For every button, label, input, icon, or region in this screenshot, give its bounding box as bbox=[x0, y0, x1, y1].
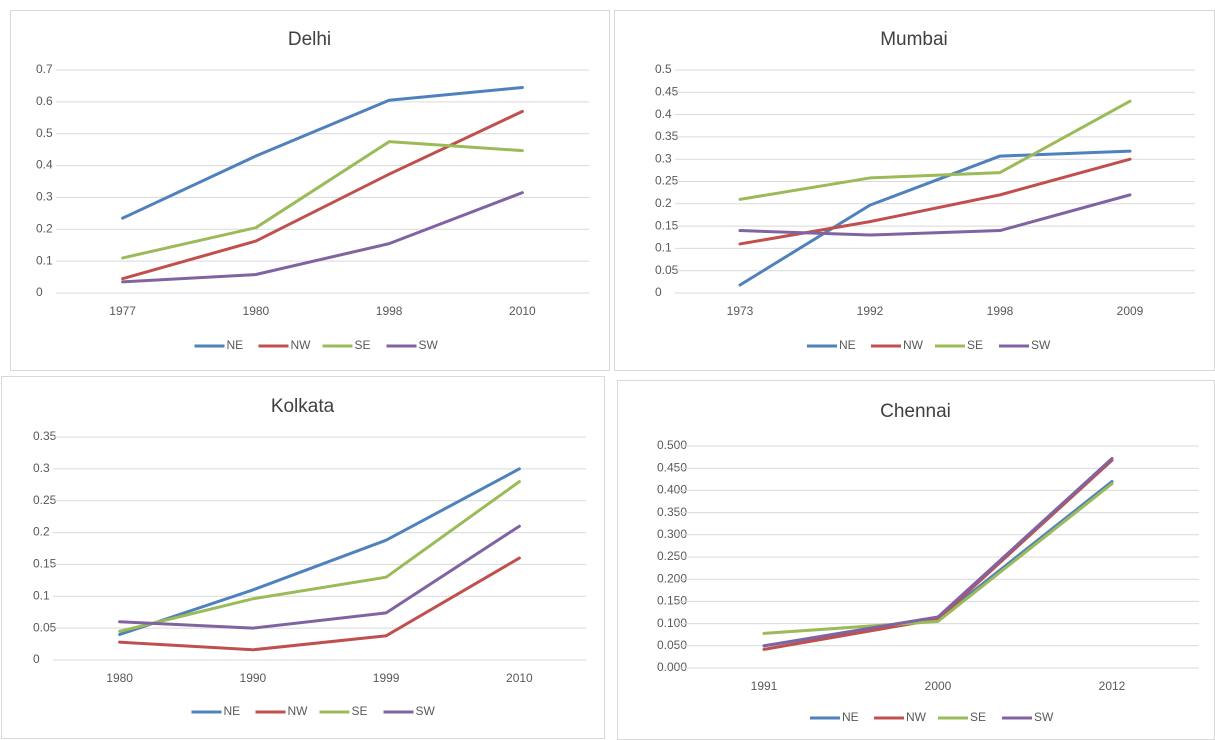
y-tick-label: 0.5 bbox=[36, 126, 53, 140]
series-line bbox=[738, 193, 1132, 237]
y-tick-label: 0.300 bbox=[657, 527, 687, 541]
x-tick-label: 2010 bbox=[506, 671, 533, 685]
x-tick-label: 2000 bbox=[925, 679, 952, 693]
legend-label: SE bbox=[970, 710, 986, 724]
series-line bbox=[121, 86, 524, 220]
y-tick-label: 0.2 bbox=[655, 196, 672, 210]
x-tick-label: 1977 bbox=[109, 304, 136, 318]
chart-panel: Kolkata 0 0.05 0.1 0.15 0.2 0.25 0.3 0.35 1980 199… bbox=[1, 376, 605, 739]
y-tick-label: 0.5 bbox=[655, 62, 672, 76]
legend-label: SE bbox=[352, 704, 368, 718]
chart-panel: Chennai 0.000 0.050 0.100 0.150 0.200 0.250 0.3… bbox=[617, 380, 1215, 740]
y-tick-label: 0.2 bbox=[33, 525, 50, 539]
chart-title: Chennai bbox=[880, 401, 951, 422]
y-tick-label: 0.15 bbox=[33, 557, 57, 571]
y-tick-label: 0.6 bbox=[36, 94, 53, 108]
y-tick-label: 0.7 bbox=[36, 62, 53, 76]
x-tick-label: 1980 bbox=[106, 671, 133, 685]
y-tick-label: 0.250 bbox=[657, 549, 687, 563]
x-tick-label: 2009 bbox=[1117, 304, 1144, 318]
legend-label: NW bbox=[291, 338, 312, 352]
y-tick-label: 0 bbox=[33, 652, 40, 666]
x-tick-label: 1999 bbox=[373, 671, 400, 685]
y-tick-label: 0.100 bbox=[657, 616, 687, 630]
legend-label: SW bbox=[1034, 710, 1054, 724]
legend-label: NW bbox=[288, 704, 309, 718]
legend-label: NE bbox=[842, 710, 859, 724]
y-tick-label: 0.05 bbox=[33, 620, 57, 634]
series-line bbox=[121, 140, 524, 260]
y-tick-label: 0.25 bbox=[655, 174, 679, 188]
legend-label: SW bbox=[419, 338, 439, 352]
x-tick-label: 1990 bbox=[240, 671, 267, 685]
series-line bbox=[118, 480, 521, 633]
y-tick-label: 0.150 bbox=[657, 594, 687, 608]
series-line bbox=[762, 456, 1114, 648]
legend-label: SE bbox=[967, 338, 983, 352]
legend-label: NE bbox=[227, 338, 244, 352]
chart-title: Mumbai bbox=[880, 29, 948, 50]
y-tick-label: 0.35 bbox=[33, 429, 57, 443]
y-tick-label: 0.2 bbox=[36, 221, 53, 235]
series-line bbox=[121, 191, 524, 284]
legend-label: NW bbox=[906, 710, 927, 724]
x-tick-label: 2010 bbox=[509, 304, 536, 318]
y-tick-label: 0.4 bbox=[655, 107, 672, 121]
y-tick-label: 0.500 bbox=[657, 438, 687, 452]
y-tick-label: 0 bbox=[655, 285, 662, 299]
y-tick-label: 0.45 bbox=[655, 84, 679, 98]
y-tick-label: 0.1 bbox=[36, 253, 53, 267]
y-tick-label: 0.15 bbox=[655, 218, 679, 232]
y-tick-label: 0.05 bbox=[655, 263, 679, 277]
y-tick-label: 0.35 bbox=[655, 129, 679, 143]
series-line bbox=[118, 524, 521, 630]
y-tick-label: 0.000 bbox=[657, 660, 687, 674]
y-tick-label: 0.25 bbox=[33, 493, 57, 507]
legend-label: SW bbox=[1031, 338, 1051, 352]
y-tick-label: 0.050 bbox=[657, 638, 687, 652]
series-line bbox=[738, 99, 1132, 201]
chart-title: Kolkata bbox=[271, 396, 335, 417]
y-tick-label: 0.450 bbox=[657, 460, 687, 474]
chart-panel: Mumbai 0 0.05 0.1 0.15 0.2 0.25 0.3 0.35 0.4 0.45 0… bbox=[614, 10, 1215, 371]
x-tick-label: 1991 bbox=[751, 679, 778, 693]
x-tick-label: 1973 bbox=[727, 304, 754, 318]
y-tick-label: 0.4 bbox=[36, 158, 53, 172]
legend-label: NE bbox=[839, 338, 856, 352]
y-tick-label: 0 bbox=[36, 285, 43, 299]
legend-label: SW bbox=[416, 704, 436, 718]
panel-frame bbox=[617, 380, 1215, 740]
y-tick-label: 0.3 bbox=[655, 151, 672, 165]
chart-panel: Delhi 0 0.1 0.2 0.3 0.4 0.5 0.6 0.7 1977 1980 1998 2… bbox=[10, 10, 610, 371]
x-tick-label: 2012 bbox=[1099, 679, 1126, 693]
series-line bbox=[121, 109, 524, 281]
x-tick-label: 1998 bbox=[987, 304, 1014, 318]
y-tick-label: 0.200 bbox=[657, 571, 687, 585]
y-tick-label: 0.1 bbox=[655, 241, 672, 255]
y-tick-label: 0.3 bbox=[36, 190, 53, 204]
y-tick-label: 0.1 bbox=[33, 588, 50, 602]
y-tick-label: 0.400 bbox=[657, 483, 687, 497]
series-line bbox=[738, 149, 1132, 287]
series-line bbox=[118, 556, 521, 652]
legend-label: NW bbox=[903, 338, 924, 352]
legend-label: SE bbox=[355, 338, 371, 352]
chart-title: Delhi bbox=[288, 29, 331, 50]
x-tick-label: 1992 bbox=[857, 304, 884, 318]
y-tick-label: 0.3 bbox=[33, 461, 50, 475]
y-tick-label: 0.350 bbox=[657, 505, 687, 519]
x-tick-label: 1998 bbox=[376, 304, 403, 318]
series-line bbox=[118, 467, 521, 637]
legend-label: NE bbox=[224, 704, 241, 718]
series-line bbox=[762, 482, 1114, 635]
x-tick-label: 1980 bbox=[243, 304, 270, 318]
